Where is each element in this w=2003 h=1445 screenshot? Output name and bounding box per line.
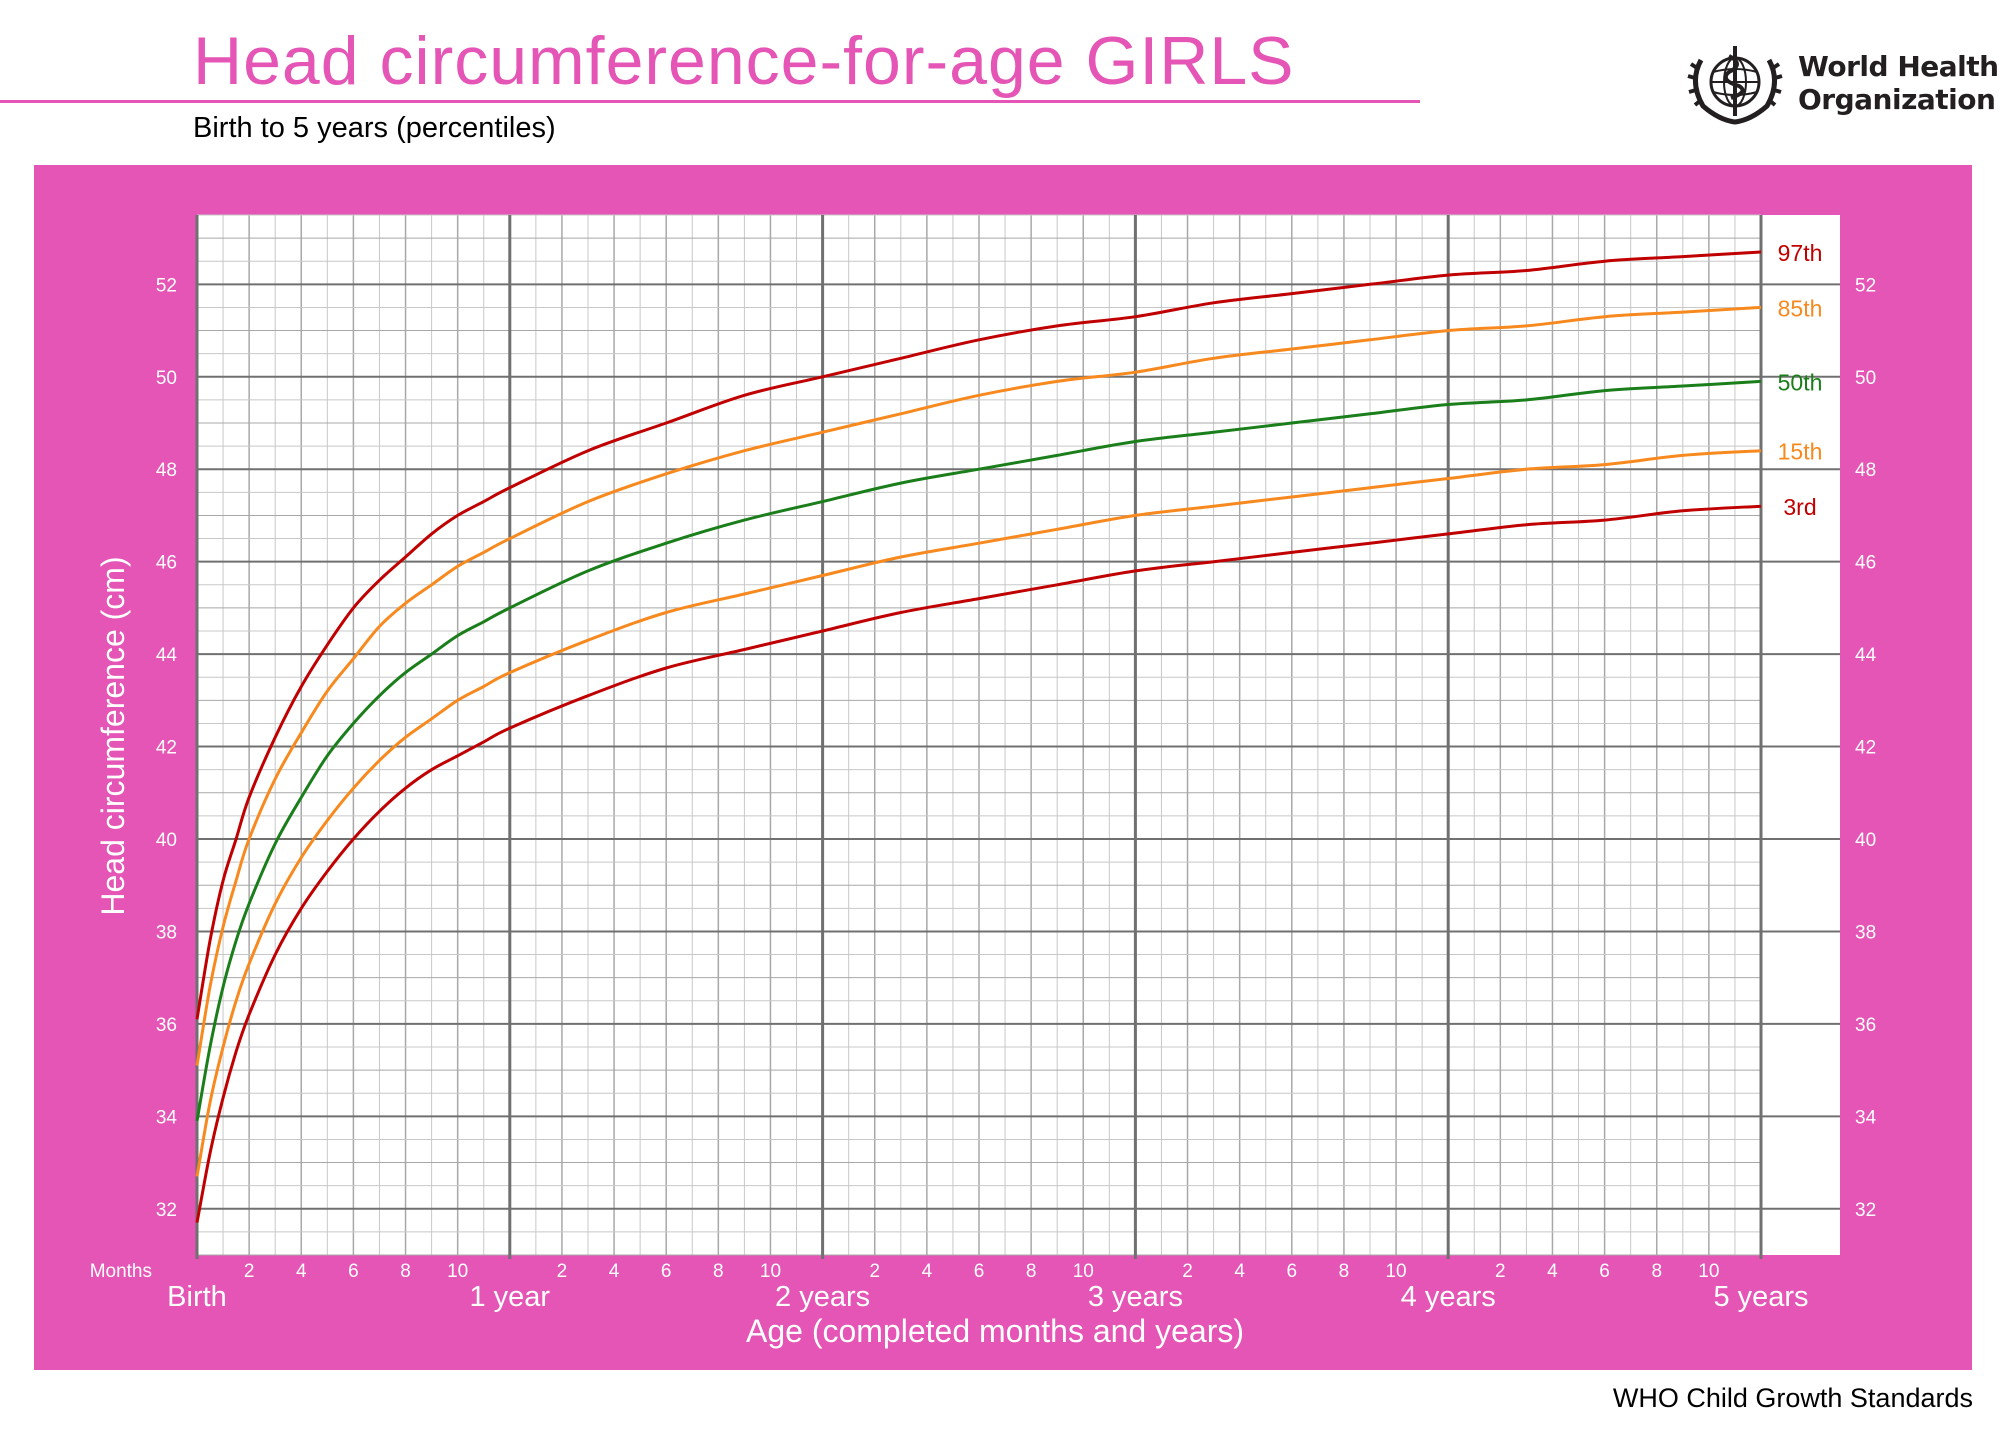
x-year-tick-label: 3 years — [1088, 1281, 1183, 1313]
percentile-line-97th — [195, 250, 1762, 1020]
x-month-tick-label: 8 — [1651, 1261, 1662, 1282]
x-month-tick-label: 6 — [1287, 1261, 1298, 1282]
who-emblem-icon — [1687, 46, 1783, 125]
y-tick-label-right: 32 — [1855, 1200, 1876, 1221]
series-label-85th: 85th — [1778, 295, 1823, 321]
x-year-tick-label: 1 year — [469, 1281, 550, 1313]
x-month-tick-label: 8 — [1339, 1261, 1350, 1282]
x-month-tick-label: 2 — [869, 1261, 880, 1282]
x-month-tick-label: 6 — [661, 1261, 672, 1282]
y-tick-label-right: 36 — [1855, 1015, 1876, 1036]
x-month-tick-label: 10 — [1073, 1261, 1094, 1282]
x-month-tick-label: 4 — [922, 1261, 933, 1282]
plot-area — [197, 215, 1840, 1255]
y-tick-label-right: 42 — [1855, 738, 1876, 759]
y-tick-label-left: 44 — [156, 645, 178, 666]
y-tick-label-right: 34 — [1855, 1107, 1877, 1128]
x-month-tick-label: 10 — [1698, 1261, 1719, 1282]
x-month-tick-label: 2 — [1182, 1261, 1193, 1282]
x-month-tick-label: 10 — [1385, 1261, 1406, 1282]
y-tick-label-left: 50 — [156, 368, 177, 389]
x-axis-title: Age (completed months and years) — [746, 1313, 1244, 1349]
x-unit-label: Months — [90, 1261, 152, 1282]
y-tick-label-right: 46 — [1855, 553, 1876, 574]
x-month-tick-label: 2 — [557, 1261, 568, 1282]
series-label-50th: 50th — [1778, 369, 1823, 395]
footer-credit: WHO Child Growth Standards — [1612, 1383, 1973, 1413]
y-tick-label-right: 50 — [1855, 368, 1876, 389]
y-tick-label-left: 32 — [156, 1200, 177, 1221]
y-tick-label-left: 42 — [156, 738, 177, 759]
x-month-tick-label: 4 — [1234, 1261, 1245, 1282]
x-month-tick-label: 4 — [296, 1261, 307, 1282]
x-month-tick-label: 8 — [1026, 1261, 1037, 1282]
percentile-line-15th — [195, 449, 1762, 1177]
x-year-tick-label: 2 years — [775, 1281, 870, 1313]
org-name-line1: World Health — [1798, 50, 1999, 83]
x-month-tick-label: 8 — [713, 1261, 724, 1282]
y-tick-label-right: 52 — [1855, 275, 1876, 296]
percentile-curves — [195, 250, 1762, 1223]
y-tick-label-left: 38 — [156, 922, 177, 943]
percentile-line-50th — [195, 379, 1762, 1122]
series-label-3rd: 3rd — [1783, 494, 1816, 520]
y-tick-label-right: 48 — [1855, 460, 1876, 481]
minor-gridlines — [197, 214, 1761, 1256]
y-tick-label-right: 40 — [1855, 830, 1876, 851]
x-month-tick-label: 8 — [400, 1261, 411, 1282]
x-month-tick-label: 6 — [1599, 1261, 1610, 1282]
x-month-tick-label: 2 — [244, 1261, 255, 1282]
x-month-tick-label: 6 — [974, 1261, 985, 1282]
title-underline — [0, 100, 1420, 103]
y-tick-label-right: 38 — [1855, 922, 1876, 943]
y-tick-label-right: 44 — [1855, 645, 1877, 666]
x-month-tick-label: 10 — [447, 1261, 468, 1282]
series-label-15th: 15th — [1778, 439, 1823, 465]
org-name-line2: Organization — [1798, 83, 1996, 116]
y-tick-label-left: 40 — [156, 830, 177, 851]
x-year-tick-label: 4 years — [1401, 1281, 1496, 1313]
x-month-tick-label: 4 — [609, 1261, 620, 1282]
who-wordmark: World Health Organization — [1798, 50, 1999, 116]
series-label-97th: 97th — [1778, 240, 1823, 266]
percentile-line-85th — [195, 305, 1762, 1066]
y-tick-label-left: 36 — [156, 1015, 177, 1036]
percentile-line-3rd — [195, 504, 1762, 1223]
x-year-tick-label: 5 years — [1713, 1281, 1808, 1313]
y-tick-label-left: 48 — [156, 460, 177, 481]
x-month-tick-label: 10 — [760, 1261, 781, 1282]
page-subtitle: Birth to 5 years (percentiles) — [193, 112, 556, 144]
x-month-tick-label: 2 — [1495, 1261, 1506, 1282]
y-tick-label-left: 34 — [156, 1107, 178, 1128]
x-year-tick-label: Birth — [167, 1281, 227, 1313]
y-tick-label-left: 46 — [156, 553, 177, 574]
x-month-tick-label: 4 — [1547, 1261, 1558, 1282]
x-month-tick-label: 6 — [348, 1261, 359, 1282]
major-gridlines — [195, 215, 1840, 1259]
y-tick-label-left: 52 — [156, 275, 177, 296]
y-axis-title: Head circumference (cm) — [95, 556, 131, 915]
page-title: Head circumference-for-age GIRLS — [193, 23, 1295, 99]
